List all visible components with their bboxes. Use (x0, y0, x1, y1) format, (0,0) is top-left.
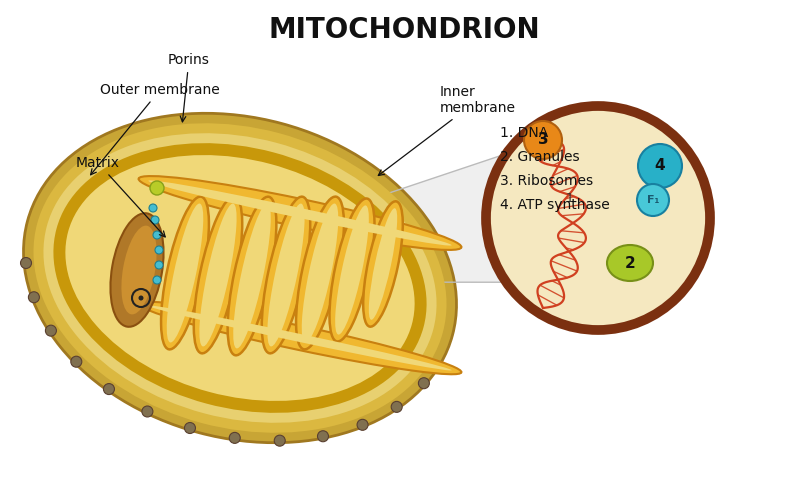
Text: Porins: Porins (168, 53, 210, 122)
Circle shape (637, 184, 669, 216)
Ellipse shape (228, 197, 276, 355)
Ellipse shape (330, 199, 375, 342)
Circle shape (150, 181, 164, 195)
Text: Matrix: Matrix (76, 156, 165, 237)
Text: 4. ATP synthase: 4. ATP synthase (500, 198, 610, 212)
Ellipse shape (139, 176, 461, 250)
Text: 1: 1 (566, 191, 574, 204)
Circle shape (153, 276, 161, 284)
Circle shape (638, 144, 682, 188)
Circle shape (155, 246, 163, 254)
Ellipse shape (262, 197, 310, 353)
Text: 2. Granules: 2. Granules (500, 150, 579, 164)
Ellipse shape (166, 203, 204, 343)
Ellipse shape (368, 208, 398, 320)
Circle shape (151, 216, 159, 224)
Circle shape (155, 261, 163, 269)
Circle shape (419, 378, 429, 389)
Ellipse shape (607, 245, 653, 281)
Circle shape (71, 356, 82, 367)
Text: Outer membrane: Outer membrane (90, 83, 220, 175)
Circle shape (184, 423, 196, 433)
Text: Inner
membrane: Inner membrane (378, 85, 516, 176)
Ellipse shape (44, 133, 436, 423)
Text: 1. DNA: 1. DNA (500, 126, 549, 140)
Text: 3. Ribosomes: 3. Ribosomes (500, 174, 593, 188)
Ellipse shape (194, 197, 242, 353)
Text: 2: 2 (625, 256, 635, 270)
Circle shape (138, 296, 144, 301)
Circle shape (45, 325, 57, 336)
Text: 3: 3 (537, 133, 549, 147)
Circle shape (142, 406, 153, 417)
Circle shape (153, 231, 161, 239)
Circle shape (274, 435, 285, 446)
Polygon shape (195, 154, 507, 282)
Circle shape (318, 431, 329, 442)
Ellipse shape (296, 197, 344, 349)
Circle shape (524, 121, 562, 159)
Circle shape (486, 106, 710, 330)
Text: MITOCHONDRION: MITOCHONDRION (268, 16, 540, 44)
Circle shape (149, 204, 157, 212)
Ellipse shape (301, 203, 339, 343)
Ellipse shape (149, 305, 452, 370)
Ellipse shape (33, 123, 447, 433)
Text: F₁: F₁ (647, 195, 659, 205)
Circle shape (20, 258, 32, 268)
Ellipse shape (161, 197, 209, 349)
Ellipse shape (111, 213, 163, 327)
Ellipse shape (121, 225, 157, 314)
Ellipse shape (65, 155, 415, 401)
Ellipse shape (23, 113, 457, 443)
Circle shape (28, 292, 40, 303)
Ellipse shape (363, 202, 403, 326)
Ellipse shape (267, 203, 305, 346)
Circle shape (103, 384, 115, 395)
Ellipse shape (200, 203, 237, 346)
Ellipse shape (335, 205, 368, 335)
Ellipse shape (139, 302, 461, 374)
Circle shape (229, 432, 240, 444)
Ellipse shape (53, 143, 427, 413)
Text: 4: 4 (654, 159, 665, 174)
Circle shape (391, 401, 402, 412)
Ellipse shape (149, 181, 452, 245)
Circle shape (357, 419, 368, 430)
Ellipse shape (234, 203, 271, 348)
